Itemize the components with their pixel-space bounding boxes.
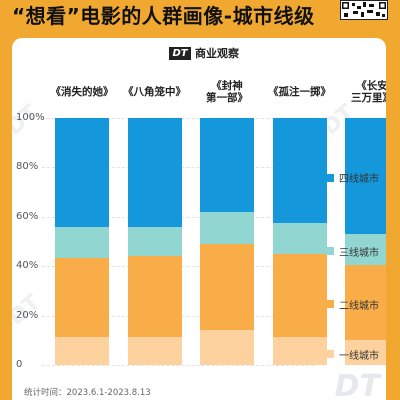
brand-name: 商业观察: [195, 47, 239, 60]
bar-segment: [200, 118, 254, 212]
category-label: 《消失的她》: [50, 86, 114, 98]
bar-segment: [127, 256, 182, 337]
legend-item: 四线城市: [326, 170, 379, 185]
legend-item: 三线城市: [326, 244, 379, 259]
bar-segment: [55, 118, 109, 227]
gridline: [42, 365, 314, 366]
bar-segment: [272, 118, 327, 223]
category-label: 《八角笼中》: [123, 86, 186, 98]
bar-segment: [200, 330, 254, 365]
page-title: “想看”电影的人群画像-城市线级: [12, 4, 315, 28]
legend-label: 四线城市: [339, 174, 379, 186]
legend-item: 一线城市: [326, 347, 379, 362]
bar-segment: [55, 336, 109, 365]
y-tick-label: 20%: [16, 309, 39, 321]
y-tick-label: 0: [16, 359, 23, 370]
dt-watermark-logo: DT: [334, 369, 380, 400]
legend-swatch: [326, 350, 334, 359]
bar-segment: [272, 222, 327, 254]
y-tick-label: 60%: [16, 210, 39, 222]
y-tick-label: 40%: [16, 260, 39, 272]
category-label: 《长安 三万里》: [351, 80, 386, 104]
category-label: 《孤注一掷》: [268, 86, 331, 98]
bar-segment: [345, 264, 386, 341]
brand: DT 商业观察: [169, 46, 239, 60]
y-tick-label: 80%: [16, 161, 39, 173]
legend-item: 二线城市: [326, 297, 379, 312]
legend-label: 二线城市: [339, 300, 379, 312]
bar-segment: [345, 234, 386, 265]
chart-card: DT 商业观察 DT DT DT 统计时间：2023.6.1-2023.8.13…: [12, 38, 386, 400]
brand-logo: DT: [169, 46, 191, 60]
bar-segment: [272, 336, 327, 365]
legend-swatch: [326, 173, 334, 182]
bar-segment: [127, 118, 182, 227]
bar-segment: [55, 257, 109, 337]
bar-segment: [272, 253, 327, 337]
bar-segment: [345, 340, 386, 365]
y-tick-label: 100%: [16, 112, 45, 123]
legend-label: 一线城市: [339, 350, 379, 362]
legend-label: 三线城市: [339, 247, 379, 259]
footnote: 统计时间：2023.6.1-2023.8.13: [24, 388, 151, 398]
bar-segment: [55, 226, 109, 258]
legend-swatch: [326, 247, 334, 256]
bar-segment: [200, 211, 254, 244]
bar-segment: [127, 226, 182, 257]
bar-segment: [345, 118, 386, 235]
category-label: 《封神 第一部》: [206, 80, 248, 104]
qr-code-icon: [340, 0, 388, 20]
bar-segment: [200, 243, 254, 331]
legend-swatch: [326, 300, 334, 309]
bar-segment: [127, 336, 182, 365]
